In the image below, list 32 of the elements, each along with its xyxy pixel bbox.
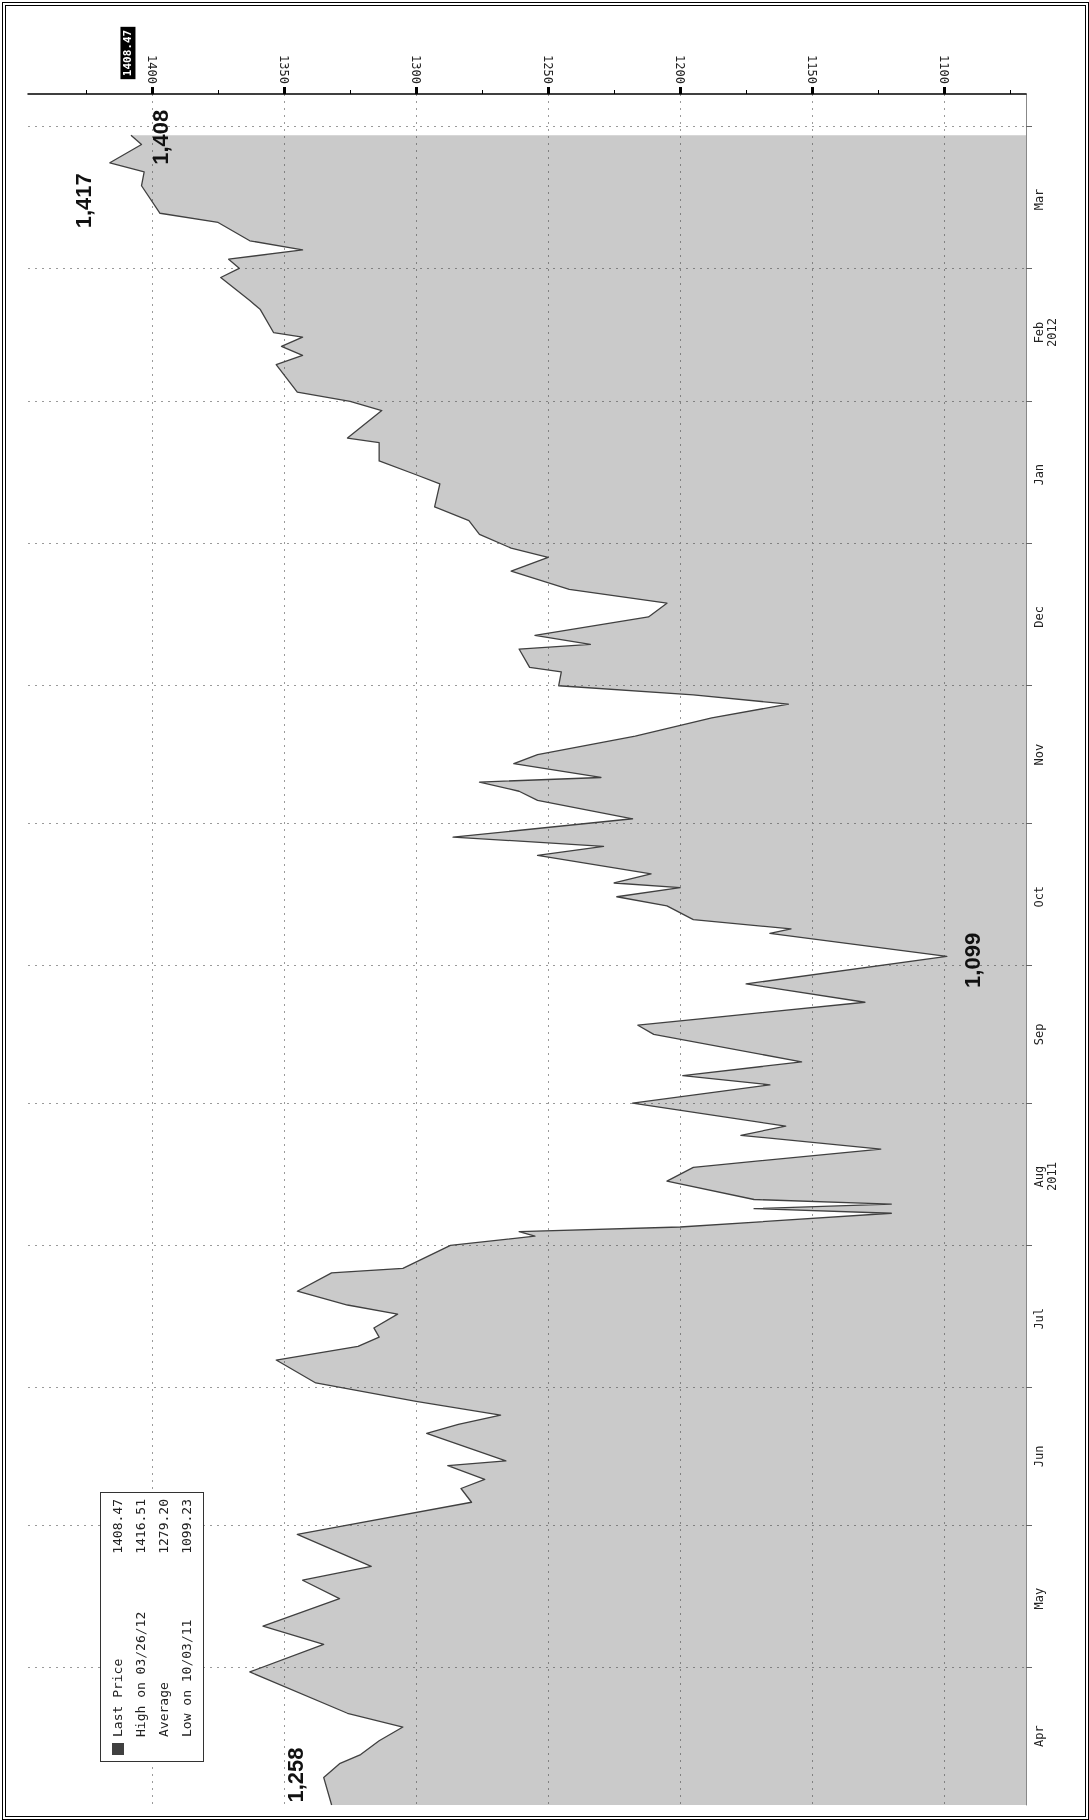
y-tick-label: Jan: [1031, 463, 1046, 486]
y-tick-label: Dec: [1031, 606, 1046, 628]
y-tick-label: May: [1031, 1587, 1046, 1610]
y-tick-label: Oct: [1031, 885, 1046, 908]
x-tick-label: 1300: [409, 55, 424, 84]
annotation: 1099.23: [179, 1499, 194, 1554]
annotation: 1279.20: [156, 1499, 171, 1554]
y-tick-label: Sep: [1031, 1023, 1046, 1046]
annotation: High on 03/26/12: [133, 1610, 148, 1737]
annotation: 1,417: [71, 173, 97, 229]
x-tick-label: 1350: [277, 55, 292, 84]
x-tick-label: 1200: [673, 55, 688, 84]
text: Last Price: [110, 1658, 125, 1737]
y-tick-label: Jul: [1031, 1307, 1046, 1330]
annotation: Average: [156, 1681, 171, 1737]
annotation: 1416.51: [133, 1499, 148, 1554]
x-tick-label: 1250: [541, 55, 556, 84]
y-tick-label: Jun: [1031, 1445, 1046, 1468]
y-tick-label: Mar: [1031, 188, 1046, 211]
annotation: 1,408: [148, 109, 174, 165]
x-tick-label: 1150: [805, 55, 820, 84]
x-tick-label: 1100: [937, 55, 952, 84]
y-tick-label: Apr: [1031, 1725, 1046, 1748]
annotation: Low on 10/03/11: [179, 1618, 194, 1737]
annotation: 1408.47: [110, 1499, 125, 1554]
y-tick-label: Aug 2011: [1031, 1162, 1059, 1192]
x-tick-label: 1400: [145, 55, 160, 84]
annotation: 1,099: [960, 932, 986, 988]
y-tick-label: Feb 2012: [1031, 318, 1059, 347]
annotation: 1,258: [283, 1747, 309, 1803]
text: 1408.47: [121, 29, 135, 77]
y-tick-label: Nov: [1031, 743, 1046, 766]
